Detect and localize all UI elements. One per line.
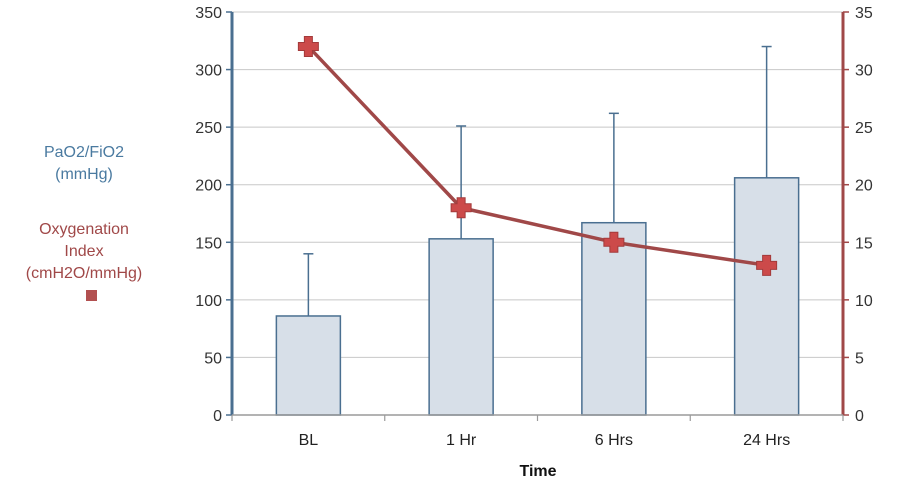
left-tick-label: 50 bbox=[204, 350, 222, 367]
left-tick-label: 300 bbox=[195, 63, 222, 80]
right-tick-label: 5 bbox=[855, 350, 864, 367]
oi-series-line bbox=[307, 45, 767, 268]
left-axis-label-line-2: (mmHg) bbox=[55, 166, 113, 183]
right-tick-label: 15 bbox=[855, 235, 873, 252]
right-tick-label: 20 bbox=[855, 178, 873, 195]
x-axis-title: Time bbox=[519, 463, 556, 480]
x-category-label: BL bbox=[299, 432, 319, 449]
right-tick-label: 10 bbox=[855, 293, 873, 310]
left-axis-label: PaO2/FiO2 (mmHg) bbox=[0, 142, 168, 186]
bar bbox=[581, 221, 647, 416]
bar bbox=[733, 177, 800, 416]
right-tick-label: 0 bbox=[855, 408, 864, 425]
left-tick-label: 350 bbox=[195, 5, 222, 22]
oi-point-marker bbox=[756, 254, 778, 276]
left-tick-label: 150 bbox=[195, 235, 222, 252]
left-tick-label: 100 bbox=[195, 293, 222, 310]
left-tick-label: 0 bbox=[213, 408, 222, 425]
x-category-label: 24 Hrs bbox=[743, 432, 790, 449]
oi-line-group bbox=[297, 36, 778, 276]
legend-line-2: Index bbox=[64, 243, 104, 260]
legend-line-3: (cmH2O/mmHg) bbox=[25, 265, 143, 282]
bar bbox=[275, 315, 342, 416]
left-tick-label: 250 bbox=[195, 120, 222, 137]
error-bars-group bbox=[303, 45, 772, 316]
oi-point-marker bbox=[450, 197, 472, 219]
oi-point-marker bbox=[297, 36, 319, 58]
oxygenation-index-legend: Oxygenation Index (cmH2O/mmHg) bbox=[0, 219, 168, 307]
x-category-label: 6 Hrs bbox=[595, 432, 633, 449]
right-tick-label: 30 bbox=[855, 63, 873, 80]
x-category-label: 1 Hr bbox=[446, 432, 477, 449]
right-tick-label: 25 bbox=[855, 120, 873, 137]
bar bbox=[428, 238, 494, 416]
right-tick-label: 35 bbox=[855, 5, 873, 22]
legend-marker-square-icon bbox=[86, 290, 97, 301]
left-tick-label: 200 bbox=[195, 178, 222, 195]
axes-group: 0 50 100 150 200 250 300 350 0 5 10 15 20 25 30 35 BL 1 H… bbox=[195, 5, 873, 449]
legend-line-1: Oxygenation bbox=[39, 221, 129, 238]
oi-point-marker bbox=[603, 231, 625, 253]
left-axis-label-line-1: PaO2/FiO2 bbox=[43, 144, 125, 161]
bars-group bbox=[275, 177, 800, 416]
